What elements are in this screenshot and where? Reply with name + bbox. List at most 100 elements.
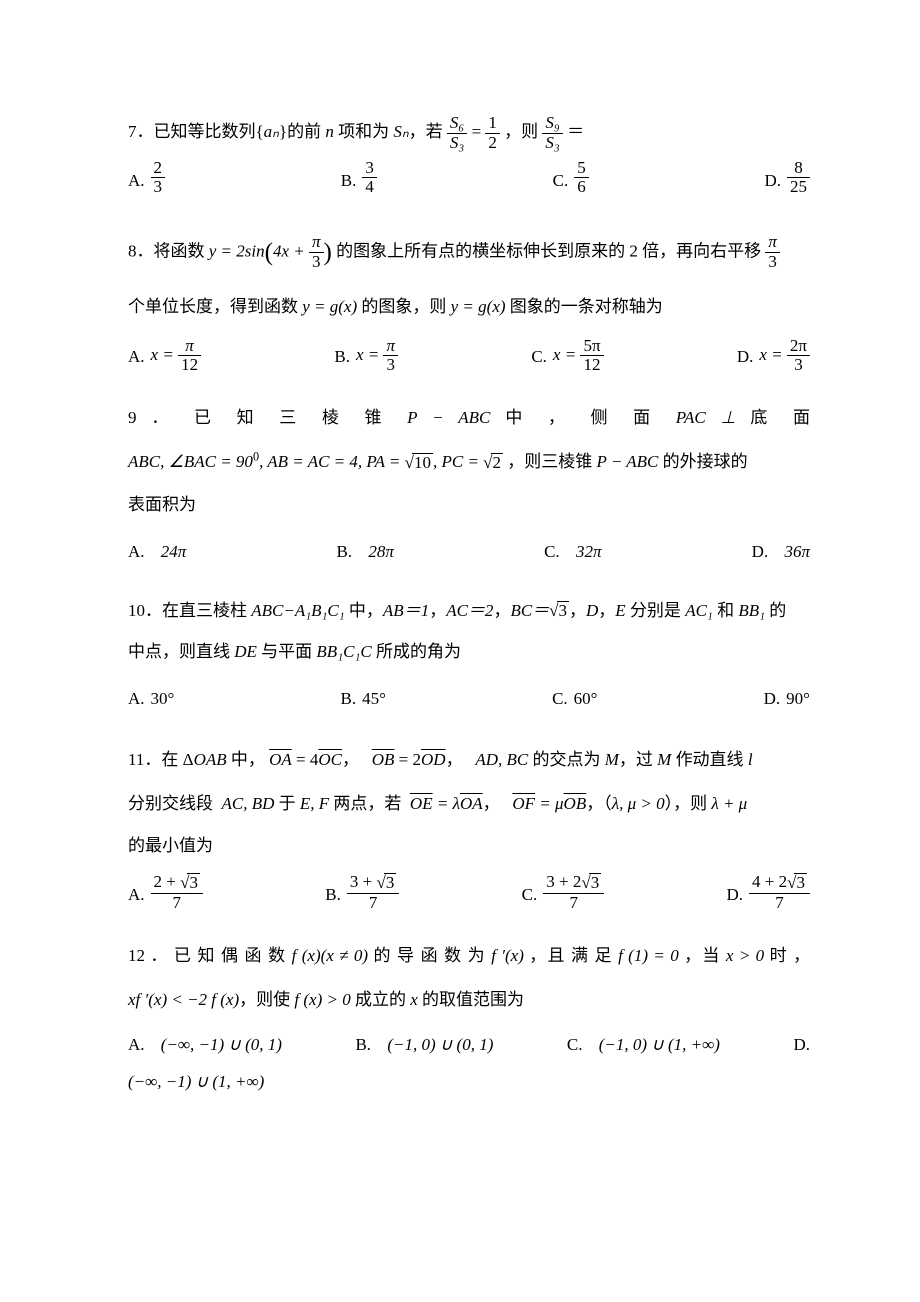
text: , PC =	[433, 452, 483, 471]
numerator: π	[765, 233, 780, 253]
text: BB₁C₁C	[316, 642, 371, 661]
fraction: 56	[574, 159, 589, 197]
text: 4x +	[273, 241, 309, 260]
denominator: 25	[787, 178, 810, 197]
sqrt: 3	[376, 873, 396, 893]
fraction: S₉S₃	[542, 114, 562, 152]
text: 2 +	[154, 872, 181, 891]
label: C.	[553, 159, 569, 202]
text: ，（	[586, 794, 612, 813]
text: (−∞, −1) ∪ (0, 1)	[161, 1028, 282, 1062]
q8-choices: A. x = π12 B. x = π3 C. x = 5π12 D. x = …	[128, 335, 810, 378]
text: ，过	[619, 750, 657, 769]
label: D.	[793, 1028, 810, 1062]
choice-A: A. 24π	[128, 532, 186, 573]
text: ，且 满 足	[529, 946, 612, 965]
label: B.	[341, 159, 357, 202]
text: ，当	[684, 946, 720, 965]
fraction: π3	[383, 337, 398, 375]
fraction: 4 + 237	[749, 873, 810, 913]
x-eq: x =	[356, 345, 384, 364]
label: A.	[128, 873, 145, 916]
q10-line2: 中点，则直线 DE 与平面 BB₁C₁C 所成的角为	[128, 632, 810, 673]
text: f (1) = 0	[618, 946, 679, 965]
numerator: π	[383, 337, 398, 357]
choice-C: C. (−1, 0) ∪ (1, +∞)	[567, 1028, 720, 1062]
label: A.	[128, 159, 145, 202]
question-9: 9 ． 已 知 三 棱 锥 P − ABC 中 ， 侧 面 PAC ⊥ 底 面 …	[128, 396, 810, 573]
choice-A: A. x = π12	[128, 335, 201, 378]
denominator: 3	[787, 356, 810, 375]
choice-A: A. 23	[128, 159, 165, 202]
text: ，则三棱锥	[503, 452, 597, 471]
text: 中点，则直线	[128, 642, 234, 661]
label: C.	[544, 532, 560, 573]
numerator: 8	[787, 159, 810, 179]
text: (−1, 0) ∪ (0, 1)	[387, 1028, 493, 1062]
text: 分别交线段	[128, 794, 213, 813]
text: 和	[713, 601, 739, 620]
q12-line2: xf ′(x) < −2 f (x)，则使 f (x) > 0 成立的 x 的取…	[128, 978, 810, 1022]
choice-A: A. 30°	[128, 679, 174, 720]
fraction: π3	[765, 233, 780, 271]
q11-line3: 的最小值为	[128, 826, 810, 867]
page: 7．已知等比数列{aₙ}的前 n 项和为 Sₙ，若 S₆S₃ = 12 ，则 S…	[0, 0, 920, 1181]
text: 所成的角为	[372, 642, 461, 661]
choice-D: D.	[793, 1028, 810, 1062]
fraction: 2π3	[787, 337, 810, 375]
text: 两点，若	[329, 794, 401, 813]
text: ，	[598, 601, 615, 620]
choice-B: B. 3 + 37	[325, 873, 399, 916]
text: DE	[234, 642, 257, 661]
numerator: 3 + 23	[543, 873, 604, 894]
q9-choices: A. 24π B. 28π C. 32π D. 36π	[128, 532, 810, 573]
choice-D: D. 36π	[752, 532, 810, 573]
text: M	[657, 750, 671, 769]
label: B.	[334, 335, 350, 378]
text: ABC−A₁B₁C₁	[251, 601, 344, 620]
q11-line2: 分别交线段 AC, BD 于 E, F 两点，若 OE = λOA， OF = …	[128, 782, 810, 826]
text: 中，	[227, 750, 265, 769]
fraction: 5π12	[580, 337, 603, 375]
denominator: 3	[765, 253, 780, 272]
numerator: 4 + 23	[749, 873, 810, 894]
vector: OF	[512, 794, 535, 813]
text: 60°	[574, 679, 598, 720]
fraction: π12	[178, 337, 201, 375]
text: 28π	[368, 532, 394, 573]
text: xf ′(x) < −2 f (x)	[128, 990, 239, 1009]
label: D.	[764, 159, 781, 202]
text: 8．将函数	[128, 241, 205, 260]
q9-line3: 表面积为	[128, 485, 810, 526]
denominator: 2	[485, 134, 500, 153]
label: A.	[128, 335, 145, 378]
label: B.	[325, 873, 341, 916]
vector: OB	[564, 794, 587, 813]
text: ，若	[409, 122, 443, 141]
numerator: π	[309, 233, 324, 253]
fraction: 12	[485, 114, 500, 152]
text: 底 面	[750, 408, 810, 427]
vector: OD	[421, 750, 446, 769]
q10-choices: A. 30° B. 45° C. 60° D. 90°	[128, 679, 810, 720]
text: , AB = AC = 4, PA =	[259, 452, 405, 471]
text: E	[615, 601, 625, 620]
choice-D: D. 825	[764, 159, 810, 202]
q9-line2: ABC, ∠BAC = 900, AB = AC = 4, PA = 10, P…	[128, 440, 810, 485]
choice-C: C. 32π	[544, 532, 601, 573]
choice-A: A. (−∞, −1) ∪ (0, 1)	[128, 1028, 282, 1062]
text: ，	[429, 601, 446, 620]
sqrt: 3	[549, 591, 569, 632]
choice-C: C. 60°	[552, 679, 597, 720]
q7-choices: A. 23 B. 34 C. 56 D. 825	[128, 159, 810, 202]
text: 与平面	[257, 642, 317, 661]
text: 36π	[784, 532, 810, 573]
label: A.	[128, 532, 145, 573]
text: y = g(x)	[302, 297, 357, 316]
label: C.	[567, 1028, 583, 1062]
label: C.	[552, 679, 568, 720]
text: ，	[569, 601, 586, 620]
sqrt: 3	[180, 873, 200, 893]
text: y = g(x)	[451, 297, 506, 316]
choice-C: C. x = 5π12	[531, 335, 603, 378]
